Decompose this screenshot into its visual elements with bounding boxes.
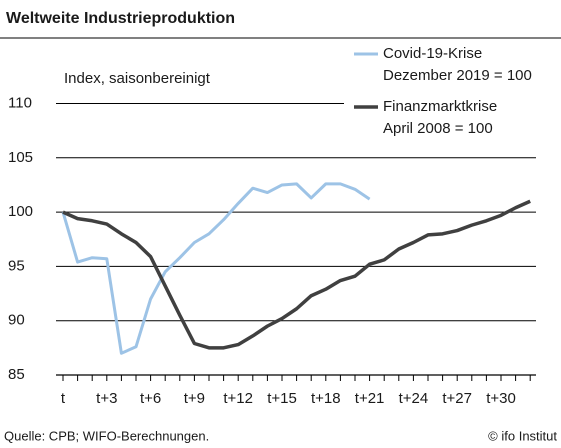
x-tick-label: t — [61, 390, 66, 407]
x-tick-label: t+12 — [223, 390, 253, 407]
y-tick-label: 90 — [8, 312, 25, 329]
series-line — [62, 199, 531, 350]
y-axis-label: Index, saisonbereinigt — [64, 70, 211, 87]
x-tick-label: t+30 — [486, 390, 516, 407]
x-tick-label: t+6 — [140, 390, 161, 407]
legend-background — [344, 40, 544, 140]
chart-title: Weltweite Industrieproduktion — [6, 10, 235, 27]
x-tick-label: t+21 — [355, 390, 385, 407]
copyright: © ifo Institut — [488, 428, 557, 443]
legend-base: Dezember 2019 = 100 — [383, 67, 532, 84]
x-tick-label: t+27 — [442, 390, 472, 407]
y-tick-label: 85 — [8, 366, 25, 383]
legend-label: Finanzmarktkrise — [383, 98, 497, 115]
legend-base: April 2008 = 100 — [383, 120, 493, 137]
x-tick-label: t+18 — [311, 390, 341, 407]
x-tick-label: t+9 — [184, 390, 205, 407]
source: Quelle: CPB; WIFO-Berechnungen. — [4, 428, 209, 443]
series-line — [61, 182, 371, 355]
y-tick-label: 110 — [8, 94, 32, 111]
y-tick-label: 105 — [8, 149, 33, 166]
x-tick-label: t+3 — [96, 390, 117, 407]
y-tick-label: 95 — [8, 257, 25, 274]
y-tick-label: 100 — [8, 203, 33, 220]
x-tick-label: t+24 — [399, 390, 429, 407]
x-tick-label: t+15 — [267, 390, 297, 407]
legend-label: Covid-19-Krise — [383, 45, 482, 62]
